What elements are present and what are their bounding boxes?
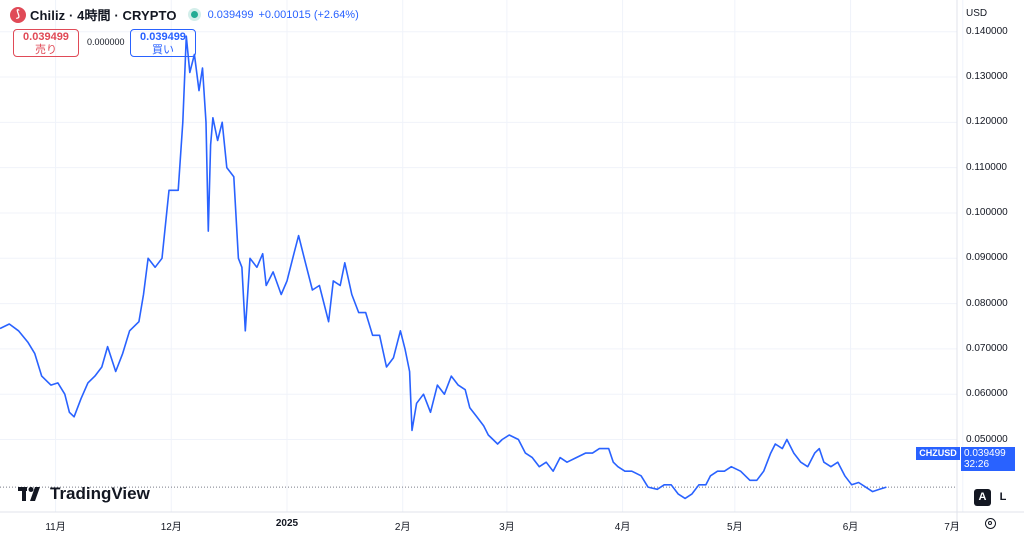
sell-button[interactable]: 0.039499 売り [13,29,79,57]
y-tick-label: 0.060000 [966,388,1008,400]
chart-header: ⟆ Chiliz · 4時間 · CRYPTO 0.039499 +0.0010… [10,5,359,24]
x-tick-label: 7月 [944,522,960,533]
tradingview-wordmark: TradingView [50,484,150,503]
last-price-tag: 0.039499 32:26 [961,447,1015,471]
price-change: +0.001015 (+2.64%) [258,8,359,21]
grid [0,0,964,512]
y-tick-label: 0.070000 [966,342,1008,354]
y-tick-label: 0.050000 [966,433,1008,445]
symbol-title[interactable]: Chiliz · 4時間 · CRYPTO [30,8,177,23]
symbol-tag: CHZUSD [916,447,960,460]
price-line [0,35,887,500]
tradingview-logo[interactable]: TradingView [18,484,150,504]
y-tick-label: 0.090000 [966,252,1008,264]
settings-gear-icon[interactable] [985,518,996,529]
log-scale-button[interactable]: L [999,491,1007,503]
tradingview-mark-icon [18,487,40,501]
x-tick-label: 6月 [842,522,859,533]
y-tick-label: 0.140000 [966,25,1008,37]
buy-price: 0.039499 [140,31,186,43]
sell-label: 売り [35,44,57,56]
bar-countdown: 32:26 [964,459,990,470]
chiliz-logo-icon: ⟆ [10,6,26,23]
spread-value: 0.000000 [87,37,125,47]
x-tick-label: 12月 [160,522,182,533]
y-tick-label: 0.080000 [966,297,1008,309]
x-tick-label: 11月 [45,522,66,533]
x-tick-label: 5月 [727,522,743,533]
x-tick-label: 2月 [394,522,411,533]
last-price-value: 0.039499 [964,448,1006,459]
x-tick-label: 3月 [499,522,515,533]
y-tick-label: 0.120000 [966,116,1008,128]
market-status-icon [190,11,198,18]
current-price: 0.039499 [207,8,254,21]
x-tick-label: 4月 [614,522,631,533]
x-tick-label: 2025 [275,518,299,529]
y-tick-label: 0.130000 [966,71,1008,83]
auto-scale-button[interactable]: A [974,489,991,506]
buy-button[interactable]: 0.039499 買い [130,29,196,57]
y-tick-label: 0.100000 [966,206,1008,218]
currency-selector[interactable]: USD [966,8,988,19]
sell-price: 0.039499 [23,31,69,43]
y-tick-label: 0.110000 [966,161,1007,173]
buy-label: 買い [152,44,174,56]
